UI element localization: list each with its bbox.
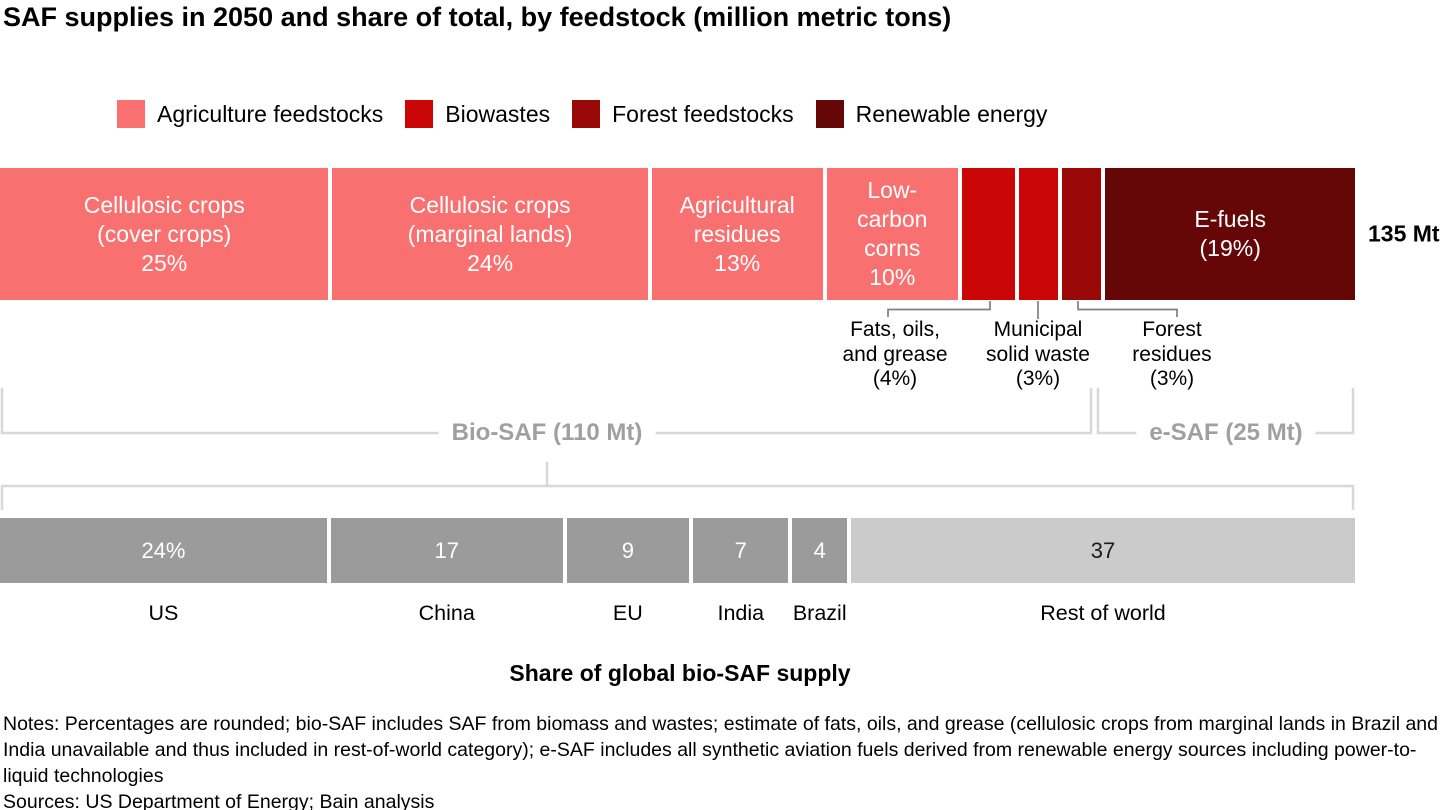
legend-item: Forest feedstocks xyxy=(572,100,794,128)
annotation-line: (3%) xyxy=(1015,367,1061,390)
bar-segment: Cellulosic crops (marginal lands) 24% xyxy=(332,168,648,300)
legend-swatch-icon xyxy=(405,100,434,128)
country-label: Rest of world xyxy=(1040,601,1166,625)
annotation-line: Fats, oils, xyxy=(850,318,940,341)
notes-block: Notes: Percentages are rounded; bio-SAF … xyxy=(3,711,1440,810)
share-segment-value: 24% xyxy=(141,537,186,563)
legend-item: Renewable energy xyxy=(815,100,1048,128)
annotation-municipal-solid-waste: Municipal solid waste (3%) xyxy=(986,318,1090,392)
feedstock-stacked-bar: Cellulosic crops (cover crops) 25% Cellulos… xyxy=(0,168,1356,300)
country-label: Brazil xyxy=(792,601,847,625)
bracket-share-bar xyxy=(0,484,1355,510)
bar-segment xyxy=(1018,168,1058,300)
legend-item: Agriculture feedstocks xyxy=(117,100,383,128)
annotation-line: Municipal xyxy=(993,318,1083,341)
legend-label: Biowastes xyxy=(445,100,551,127)
bar-segment-label: Low-carbon corns 10% xyxy=(857,177,928,290)
share-bar-title: Share of global bio-SAF supply xyxy=(509,660,851,686)
bracket-label-bio-saf: Bio-SAF (110 Mt) xyxy=(438,419,656,447)
annotation-line: and grease xyxy=(842,342,948,366)
country-cell: India xyxy=(693,601,788,626)
legend-swatch-icon xyxy=(572,100,601,128)
country-cell: Brazil xyxy=(792,601,847,626)
bar-segment xyxy=(961,168,1015,300)
country-label: EU xyxy=(612,601,643,625)
legend-label: Forest feedstocks xyxy=(612,100,794,127)
annotation-fats-oils-grease: Fats, oils, and grease (4%) xyxy=(842,318,947,392)
share-segment: 17 xyxy=(330,518,563,583)
share-segment-value: 4 xyxy=(813,537,826,563)
annotation-line: solid waste xyxy=(986,342,1090,366)
share-segment: 37 xyxy=(850,518,1355,583)
annotation-line: residues xyxy=(1132,342,1212,366)
country-label-row: US China EU India Brazil Rest of world xyxy=(0,601,1355,626)
sources-text: Sources: US Department of Energy; Bain a… xyxy=(3,791,435,810)
country-cell: US xyxy=(0,601,327,626)
bar-segment: Low-carbon corns 10% xyxy=(826,168,958,300)
share-segment-value: 7 xyxy=(734,537,747,563)
leader-line-fats-oils-grease xyxy=(887,301,991,317)
share-segment: 7 xyxy=(693,518,789,583)
bar-segment-label: Cellulosic crops (marginal lands) 24% xyxy=(407,191,573,276)
legend-swatch-icon xyxy=(815,100,844,128)
share-stacked-bar: 24% 17 9 7 4 37 xyxy=(0,518,1355,583)
share-segment-value: 9 xyxy=(621,537,634,563)
country-cell: China xyxy=(331,601,563,626)
annotation-line: (3%) xyxy=(1149,367,1195,390)
bar-segment: Cellulosic crops (cover crops) 25% xyxy=(0,168,329,300)
bar-segment xyxy=(1061,168,1102,300)
notes-text: Notes: Percentages are rounded; bio-SAF … xyxy=(3,713,1439,787)
bracket-label-e-saf: e-SAF (25 Mt) xyxy=(1136,419,1316,447)
bar-segment-label: Cellulosic crops (cover crops) 25% xyxy=(83,191,245,276)
country-cell: EU xyxy=(567,601,690,626)
legend: Agriculture feedstocks Biowastes Forest fe… xyxy=(117,100,1047,128)
country-cell: Rest of world xyxy=(851,601,1355,626)
country-label: China xyxy=(418,601,475,625)
leader-line-forest-residues xyxy=(1077,301,1178,317)
legend-label: Renewable energy xyxy=(855,100,1048,127)
page-title: SAF supplies in 2050 and share of total,… xyxy=(3,2,952,32)
share-segment-value: 37 xyxy=(1090,537,1116,563)
share-segment-value: 17 xyxy=(434,537,459,563)
share-segment: 9 xyxy=(566,518,690,583)
share-segment: 24% xyxy=(0,518,327,583)
bar-segment-label: E-fuels (19%) xyxy=(1194,206,1266,261)
legend-swatch-icon xyxy=(117,100,145,128)
country-label: India xyxy=(717,601,765,625)
bar-segment: Agricultural residues 13% xyxy=(651,168,823,300)
legend-label: Agriculture feedstocks xyxy=(157,100,384,127)
bar-segment-label: Agricultural residues 13% xyxy=(679,191,795,276)
country-label: US xyxy=(148,601,179,625)
legend-item: Biowastes xyxy=(405,100,550,128)
annotation-line: (4%) xyxy=(872,367,918,390)
total-value-label: 135 Mt xyxy=(1368,220,1440,247)
annotation-forest-residues: Forest residues (3%) xyxy=(1132,318,1211,392)
bar-segment: E-fuels (19%) xyxy=(1105,168,1356,300)
share-segment: 4 xyxy=(792,518,847,583)
annotation-line: Forest xyxy=(1142,318,1202,341)
